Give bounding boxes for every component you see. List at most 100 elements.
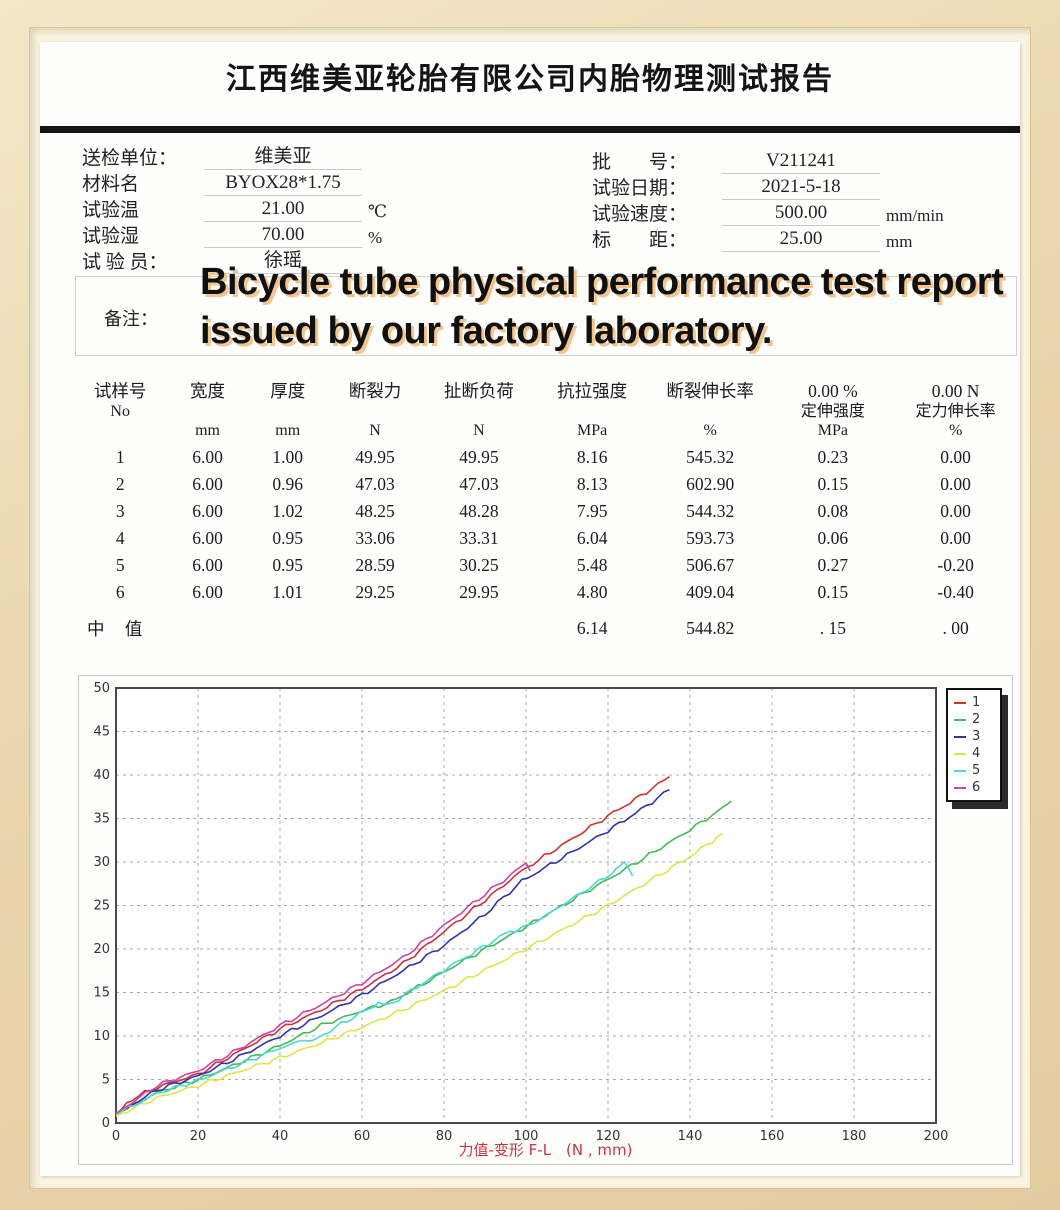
table-cell: 28.59 [355, 555, 395, 575]
table-cell: -0.40 [937, 582, 974, 602]
y-tick-label: 20 [93, 942, 110, 957]
table-cell: 8.16 [576, 447, 608, 467]
median-row: 中 值 6.14 544.82 . 15 . 00 [73, 606, 1017, 641]
table-cell: 5 [115, 555, 125, 575]
overlay-caption-line2: issued by our factory laboratory. [200, 310, 772, 352]
info-right-unit: mm/min [886, 206, 944, 225]
table-cell: 1.02 [272, 501, 304, 521]
info-left-label: 试验温 [82, 200, 140, 221]
results-table-body: 1 6.00 1.00 49.95 49.95 8.16 545.32 0.23 0.00 2 6.… [73, 444, 1017, 641]
info-left-unit: ℃ [368, 202, 388, 221]
col-header: 宽度 mm [167, 380, 247, 444]
median-cell: . 15 [819, 618, 846, 638]
overlay-caption-line1: Bicycle tube physical performance test r… [200, 261, 1004, 303]
remark-box: 备注： [75, 276, 1017, 356]
table-cell: 0.00 [940, 528, 971, 548]
y-tick-label: 25 [93, 899, 110, 914]
y-tick-label: 30 [93, 855, 110, 870]
info-right-row: 标 距： 25.00 mm [592, 226, 944, 252]
table-cell: 29.95 [459, 582, 499, 602]
table-cell: 0.23 [817, 447, 849, 467]
table-cell: 6.04 [576, 528, 608, 548]
table-cell: 1.00 [272, 447, 304, 467]
col-header-l3: MPa [817, 422, 848, 439]
legend-swatch [954, 735, 966, 738]
table-cell: 0.00 [940, 447, 971, 467]
page-title: 江西维美亚轮胎有限公司内胎物理测试报告 [226, 63, 834, 96]
col-header-l2 [536, 402, 649, 422]
info-left-label: 试 验 员： [82, 252, 168, 273]
remark-label: 备注： [104, 309, 158, 329]
info-right-unit: mm [886, 232, 913, 251]
header-divider [40, 126, 1020, 133]
table-cell: 0.95 [272, 555, 304, 575]
info-column-left: 送检单位： 维美亚 材料名 BYOX28*1.75 试验温 21.00 ℃ 试验湿 70.00%… [82, 144, 387, 274]
results-table-header: 试样号 No 宽度 mm 厚度 mm 断裂力 N 扯断负荷 N 抗拉强度 MPa 断裂伸长率… [73, 380, 1017, 444]
x-tick-label: 0 [112, 1129, 120, 1144]
median-cell [167, 606, 247, 641]
table-cell: 6.00 [192, 528, 223, 548]
table-cell: 544.32 [686, 501, 735, 521]
table-cell: 6.00 [192, 555, 223, 575]
median-cell: 6.14 [576, 618, 608, 638]
table-cell: 0.27 [817, 555, 849, 575]
series-curve-6 [115, 861, 531, 1115]
table-cell: 6.00 [192, 501, 223, 521]
series-curve-3 [115, 789, 670, 1115]
table-row: 5 6.00 0.95 28.59 30.25 5.48 506.67 0.27 -0.20 [73, 552, 1017, 579]
info-right-label: 试验速度： [592, 204, 688, 225]
col-header-l2: No [110, 403, 130, 420]
info-right-value: 2021-5-18 [722, 176, 880, 200]
y-tick-label: 45 [93, 725, 110, 740]
info-left-row: 送检单位： 维美亚 [82, 144, 387, 170]
col-header-l3: N [369, 422, 381, 439]
col-header-l2 [248, 402, 328, 422]
table-cell: 30.25 [459, 555, 499, 575]
col-header-l3: mm [275, 422, 301, 439]
series-curve-5 [115, 860, 634, 1116]
results-table: 试样号 No 宽度 mm 厚度 mm 断裂力 N 扯断负荷 N 抗拉强度 MPa 断裂伸长率… [73, 380, 1017, 641]
legend-swatch [954, 786, 966, 789]
legend-swatch [954, 701, 966, 704]
table-cell: 602.90 [686, 474, 735, 494]
table-cell: 47.03 [459, 474, 499, 494]
table-row: 4 6.00 0.95 33.06 33.31 6.04 593.73 0.06 0.00 [73, 525, 1017, 552]
col-header-l3: % [948, 422, 963, 439]
x-tick-label: 200 [924, 1129, 949, 1144]
col-header-l3: mm [195, 422, 220, 439]
legend-label: 2 [972, 712, 981, 727]
legend-label: 5 [972, 763, 981, 778]
info-right-label: 标 距： [592, 230, 688, 251]
x-tick-label: 100 [514, 1129, 539, 1144]
col-header: 0.00 N 定力伸长率% [894, 380, 1017, 444]
table-cell: 409.04 [686, 582, 735, 602]
y-tick-label: 0 [102, 1116, 110, 1131]
table-cell: 6.00 [192, 582, 223, 602]
table-cell: 33.31 [459, 528, 499, 548]
table-cell: -0.20 [937, 555, 974, 575]
col-header-l3: % [703, 422, 717, 439]
col-header-l1: 厚度 [270, 381, 306, 401]
series-curve-4 [115, 832, 724, 1117]
x-tick-label: 60 [354, 1129, 371, 1144]
median-cell: 中 值 [87, 619, 151, 639]
median-cell [328, 606, 422, 641]
info-left-value: 徐瑶 [204, 245, 362, 274]
col-header-l1: 0.00 N [931, 381, 980, 401]
y-tick-label: 35 [93, 812, 110, 827]
table-row: 6 6.00 1.01 29.25 29.95 4.80 409.04 0.15 -0.40 [73, 579, 1017, 606]
x-tick-label: 180 [842, 1129, 867, 1144]
info-right-label: 试验日期： [592, 178, 688, 199]
table-cell: 506.67 [686, 555, 735, 575]
table-cell: 6.00 [192, 447, 223, 467]
legend-label: 1 [972, 695, 981, 710]
table-row: 3 6.00 1.02 48.25 48.28 7.95 544.32 0.08 0.00 [73, 498, 1017, 525]
info-column-right: 批 号： V211241 试验日期： 2021-5-18 试验速度： 500.00 mm/m… [592, 148, 944, 252]
info-left-label: 送检单位： [82, 148, 178, 169]
series-curve-1 [115, 776, 670, 1115]
legend-swatch [954, 769, 966, 772]
col-header: 断裂伸长率 % [649, 380, 772, 444]
x-tick-label: 20 [190, 1129, 207, 1144]
table-cell: 0.00 [940, 501, 971, 521]
col-header-l2 [167, 402, 247, 422]
